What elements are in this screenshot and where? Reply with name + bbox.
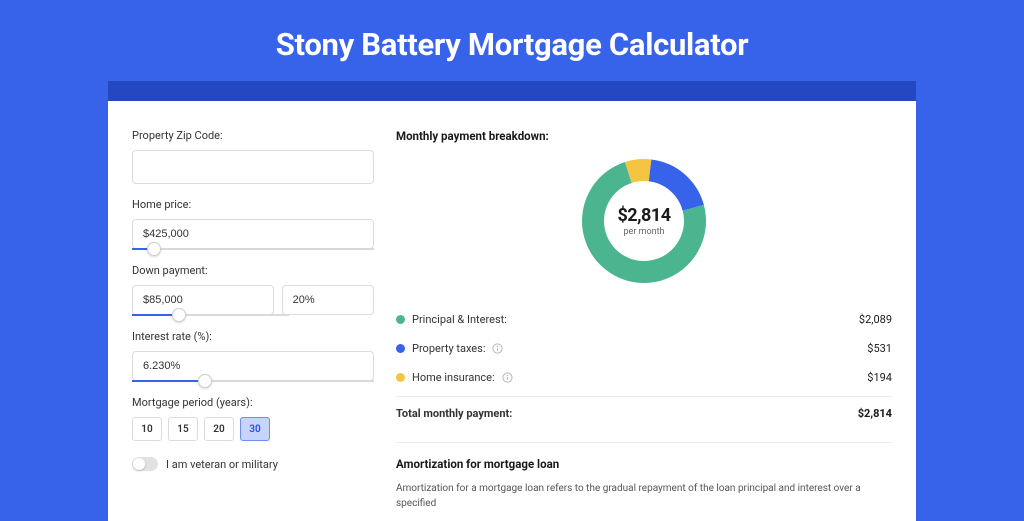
- amortization-text: Amortization for a mortgage loan refers …: [396, 481, 892, 511]
- page-title: Stony Battery Mortgage Calculator: [0, 0, 1024, 81]
- donut-container: $2,814 per month: [396, 157, 892, 285]
- legend-value: $194: [867, 371, 892, 384]
- down-payment-percent-input[interactable]: [282, 285, 374, 315]
- zip-group: Property Zip Code:: [132, 129, 374, 184]
- legend-label: Principal & Interest:: [412, 313, 507, 326]
- breakdown-column: Monthly payment breakdown: $2,814 per mo…: [396, 129, 892, 521]
- interest-rate-label: Interest rate (%):: [132, 330, 374, 343]
- amortization-title: Amortization for mortgage loan: [396, 457, 892, 471]
- legend-row: Property taxes: $531: [396, 334, 892, 363]
- donut-center: $2,814 per month: [617, 205, 670, 237]
- period-btn-20[interactable]: 20: [204, 417, 234, 441]
- legend-list: Principal & Interest: $2,089 Property taxe…: [396, 305, 892, 392]
- interest-rate-slider-handle[interactable]: [198, 374, 212, 388]
- legend-dot: [396, 344, 405, 353]
- interest-rate-slider[interactable]: [132, 380, 374, 382]
- total-row: Total monthly payment: $2,814: [396, 396, 892, 428]
- header-strip: [108, 81, 916, 101]
- veteran-toggle-knob: [133, 458, 145, 470]
- legend-label: Home insurance:: [412, 371, 495, 384]
- calculator-card: Property Zip Code: Home price: Down paym…: [108, 101, 916, 521]
- total-label: Total monthly payment:: [396, 407, 512, 420]
- interest-rate-group: Interest rate (%):: [132, 330, 374, 382]
- interest-rate-slider-fill: [132, 380, 205, 382]
- period-group: Mortgage period (years): 10152030: [132, 396, 374, 441]
- down-payment-slider[interactable]: [132, 314, 289, 316]
- zip-input[interactable]: [132, 150, 374, 184]
- period-btn-30[interactable]: 30: [240, 417, 270, 441]
- donut-amount: $2,814: [617, 205, 670, 226]
- down-payment-label: Down payment:: [132, 264, 374, 277]
- info-icon[interactable]: [492, 343, 503, 354]
- down-payment-row: [132, 285, 374, 315]
- amortization-section: Amortization for mortgage loan Amortizat…: [396, 442, 892, 511]
- legend-value: $531: [867, 342, 892, 355]
- home-price-input[interactable]: [132, 219, 374, 249]
- inputs-column: Property Zip Code: Home price: Down paym…: [132, 129, 374, 521]
- down-payment-amount-input[interactable]: [132, 285, 274, 315]
- period-label: Mortgage period (years):: [132, 396, 374, 409]
- breakdown-title: Monthly payment breakdown:: [396, 129, 892, 143]
- veteran-toggle[interactable]: [132, 457, 158, 471]
- legend-row: Home insurance: $194: [396, 363, 892, 392]
- period-btn-10[interactable]: 10: [132, 417, 162, 441]
- period-buttons: 10152030: [132, 417, 374, 441]
- total-value: $2,814: [858, 407, 892, 420]
- veteran-label: I am veteran or military: [166, 458, 278, 471]
- period-btn-15[interactable]: 15: [168, 417, 198, 441]
- down-payment-group: Down payment:: [132, 264, 374, 316]
- home-price-group: Home price:: [132, 198, 374, 250]
- zip-label: Property Zip Code:: [132, 129, 374, 142]
- legend-label: Property taxes:: [412, 342, 485, 355]
- home-price-label: Home price:: [132, 198, 374, 211]
- info-icon[interactable]: [502, 372, 513, 383]
- payment-donut-chart: $2,814 per month: [580, 157, 708, 285]
- legend-row: Principal & Interest: $2,089: [396, 305, 892, 334]
- legend-dot: [396, 315, 405, 324]
- down-payment-slider-handle[interactable]: [172, 308, 186, 322]
- veteran-row: I am veteran or military: [132, 457, 374, 471]
- legend-dot: [396, 373, 405, 382]
- donut-sub: per month: [617, 227, 670, 237]
- legend-value: $2,089: [859, 313, 892, 326]
- home-price-slider-handle[interactable]: [147, 242, 161, 256]
- donut-arc: [649, 159, 704, 210]
- home-price-slider[interactable]: [132, 248, 374, 250]
- interest-rate-input[interactable]: [132, 351, 374, 381]
